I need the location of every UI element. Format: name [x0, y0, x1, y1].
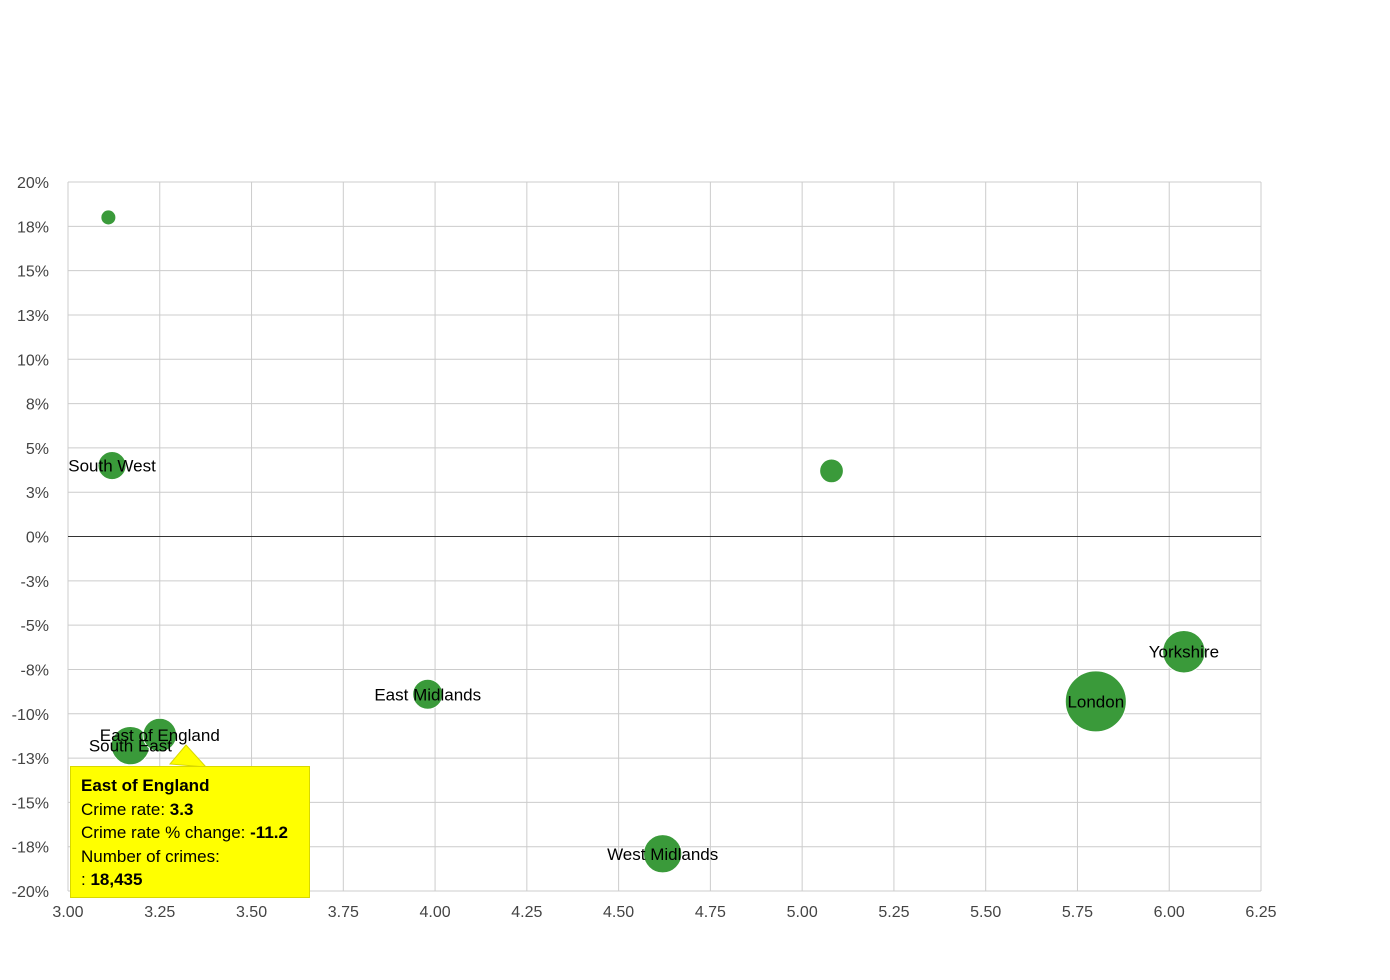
y-tick-label: 0%	[26, 530, 49, 547]
x-tick-label: 5.75	[1062, 904, 1093, 921]
tooltip-pointer	[168, 744, 208, 768]
tooltip-count-prefix: :	[81, 870, 91, 889]
bubble[interactable]	[819, 458, 844, 484]
y-tick-label: 5%	[26, 441, 49, 458]
y-tick-label: -13%	[12, 751, 49, 768]
x-tick-label: 4.00	[420, 904, 451, 921]
tooltip-change-label: Crime rate % change:	[81, 823, 251, 842]
x-tick-label: 5.00	[787, 904, 818, 921]
bubble-label: South West	[68, 457, 156, 476]
tooltip-change-value: -11.2	[250, 823, 288, 842]
bubble[interactable]	[100, 209, 117, 226]
bubble[interactable]	[412, 678, 444, 710]
x-tick-label: 4.25	[511, 904, 542, 921]
x-tick-label: 4.50	[603, 904, 634, 921]
y-tick-label: -5%	[21, 618, 49, 635]
tooltip-count-value: 18,435	[90, 870, 143, 889]
y-tick-label: -18%	[12, 840, 49, 857]
y-tick-label: 20%	[17, 175, 49, 192]
grid	[67, 181, 1262, 892]
x-tick-label: 3.75	[328, 904, 359, 921]
bubble-label: West Midlands	[607, 845, 718, 864]
y-tick-label: 10%	[17, 352, 49, 369]
y-tick-label: 18%	[17, 219, 49, 236]
y-tick-label: -3%	[21, 574, 49, 591]
bubble-label: Yorkshire	[1149, 643, 1219, 662]
tooltip-rate-label: Crime rate:	[81, 799, 170, 819]
bubble[interactable]	[142, 717, 178, 753]
y-tick-label: -15%	[12, 795, 49, 812]
y-tick-label: -10%	[12, 707, 49, 724]
bubble[interactable]	[1064, 670, 1127, 733]
bubble-label: South East	[89, 737, 172, 756]
tooltip-rate-value: 3.3	[169, 799, 194, 819]
x-tick-label: 6.25	[1245, 904, 1276, 921]
bubble-label: London	[1067, 692, 1124, 711]
y-tick-label: -20%	[12, 884, 49, 901]
y-tick-label: 3%	[26, 485, 49, 502]
bubble[interactable]	[97, 451, 127, 481]
x-tick-label: 6.00	[1154, 904, 1185, 921]
bubble-label: East Midlands	[374, 685, 481, 704]
y-tick-label: 8%	[26, 397, 49, 414]
bubble-label: East of England	[100, 726, 220, 745]
bubble[interactable]	[1162, 629, 1206, 674]
tooltip-title: East of England	[81, 776, 210, 795]
y-tick-label: 15%	[17, 264, 49, 281]
bubbles	[97, 209, 1206, 874]
x-tick-label: 5.25	[878, 904, 909, 921]
x-tick-label: 5.50	[970, 904, 1001, 921]
x-tick-label: 3.50	[236, 904, 267, 921]
tooltip: East of England Crime rate: 3.3 Crime ra…	[70, 766, 310, 898]
x-tick-label: 4.75	[695, 904, 726, 921]
x-tick-label: 3.25	[144, 904, 175, 921]
bubble[interactable]	[643, 834, 683, 874]
tooltip-count-label: Number of crimes:	[81, 846, 220, 866]
y-tick-label: 13%	[17, 308, 49, 325]
tick-labels: 3.00 3.25 3.50 3.75 4.00 4.25 4.50 4.75 5.00 5.25…	[12, 175, 1277, 921]
y-tick-label: -8%	[21, 662, 49, 679]
x-tick-label: 3.00	[52, 904, 83, 921]
